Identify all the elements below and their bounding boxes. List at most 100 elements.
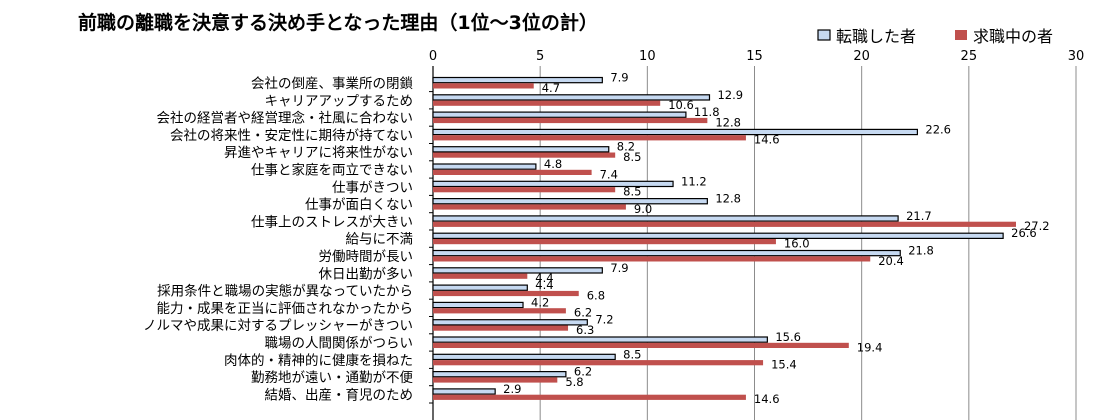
data-label-series-1: 4.8 <box>544 157 562 171</box>
x-tick-label: 0 <box>429 49 437 64</box>
data-label-series-2: 7.4 <box>600 167 618 181</box>
data-label-series-2: 27.2 <box>1024 219 1050 233</box>
bar-series-1 <box>432 371 567 378</box>
bar-series-1 <box>432 76 603 84</box>
category-label: 結婚、出産・育児のため <box>265 387 414 403</box>
data-label-series-1: 8.5 <box>623 347 641 361</box>
data-label-series-2: 15.4 <box>771 358 797 372</box>
category-label: 採用条件と職場の実態が異なっていたから <box>157 283 413 300</box>
data-label-series-1: 2.9 <box>503 382 521 396</box>
legend-swatch-series-1 <box>817 29 831 41</box>
bar-series-2 <box>433 169 592 175</box>
data-label-series-1: 21.7 <box>906 209 932 223</box>
data-label-series-1: 4.2 <box>531 295 549 309</box>
data-label-series-2: 8.5 <box>623 185 641 199</box>
bar-series-2 <box>433 187 616 193</box>
data-label-series-1: 15.6 <box>775 330 801 344</box>
bar-series-2 <box>433 152 616 158</box>
data-label-series-2: 4.7 <box>542 81 560 95</box>
x-tick-label: 5 <box>536 49 544 64</box>
bar-series-2 <box>433 100 661 106</box>
category-label: 昇進やキャリアに将来性がない <box>224 145 413 161</box>
legend-label-series-1: 転職した者 <box>836 27 916 46</box>
bar-series-2 <box>433 135 746 141</box>
data-label-series-1: 7.9 <box>610 71 628 85</box>
data-labels: 7.94.7 12.910.6 11.812.8 22.614.68.28.54.87… <box>503 71 1049 407</box>
bar-series-1 <box>432 94 711 101</box>
category-labels: 会社の倒産、事業所の閉鎖キャリアアップするため会社の経営者や経営理念・社風に合わ… <box>143 76 413 403</box>
category-label: 能力・成果を正当に評価されなかったから <box>157 301 414 317</box>
category-label: ノルマや成果に対するプレッシャーがきつい <box>143 318 413 334</box>
data-label-series-2: 6.8 <box>587 288 605 302</box>
category-label: 労働時間が長い <box>319 249 414 265</box>
x-tick-label: 15 <box>746 49 763 64</box>
legend: 転職した者 求職中の者 <box>817 27 1053 46</box>
chart-title: 前職の離職を決意する決め手となった理由（1位～3位の計） <box>78 11 598 34</box>
bar-series-2 <box>433 308 566 314</box>
data-label-series-2: 19.4 <box>857 340 883 354</box>
bar-series-2 <box>433 377 558 383</box>
bar-series-1 <box>432 198 708 205</box>
bar-series-1 <box>432 111 687 118</box>
x-tick-label: 10 <box>639 49 656 64</box>
bar-series-2 <box>433 273 528 279</box>
bar-series-2 <box>433 342 849 348</box>
data-label-series-2: 4.4 <box>535 271 553 285</box>
category-label: 肉体的・精神的に健康を損ねた <box>224 352 413 369</box>
bar-series-2 <box>433 290 579 297</box>
bar-series-2 <box>433 360 764 366</box>
data-label-series-2: 6.2 <box>574 306 592 320</box>
data-label-series-2: 9.0 <box>634 202 652 216</box>
bar-series-1 <box>432 128 918 136</box>
data-label-series-1: 11.8 <box>694 105 720 119</box>
category-label: 休日出勤が多い <box>319 265 414 282</box>
category-label: 給与に不満 <box>346 232 414 248</box>
bar-series-1 <box>432 301 524 309</box>
bar-series-1 <box>432 232 1004 239</box>
bar-series-2 <box>433 221 1016 227</box>
data-label-series-1: 6.2 <box>574 365 592 379</box>
category-label: 仕事がきつい <box>332 180 413 196</box>
legend-swatch-series-2 <box>955 30 967 40</box>
bar-series-1 <box>432 319 588 326</box>
data-label-series-1: 7.9 <box>610 261 628 275</box>
bar-series-2 <box>433 117 708 124</box>
data-label-series-1: 26.6 <box>1011 226 1037 240</box>
bar-series-1 <box>432 215 899 222</box>
bar-series-2 <box>433 239 776 245</box>
category-label: 会社の将来性・安定性に期待が持てない <box>170 128 413 144</box>
data-label-series-1: 8.2 <box>617 140 635 154</box>
data-label-series-2: 20.4 <box>878 254 904 268</box>
bar-series-1 <box>432 267 603 274</box>
gridlines <box>429 66 1077 420</box>
bars <box>432 76 1016 400</box>
bar-series-1 <box>432 146 610 153</box>
x-axis-ticks: 0 5 10 15 20 25 30 <box>429 49 1084 64</box>
data-label-series-1: 7.2 <box>595 313 613 327</box>
category-label: 仕事上のストレスが大きい <box>251 214 413 230</box>
data-label-series-1: 22.6 <box>925 122 951 136</box>
bar-series-1 <box>432 163 537 170</box>
data-label-series-2: 10.6 <box>668 98 694 112</box>
bar-series-1 <box>432 353 616 361</box>
category-label: 勤務地が遠い・通勤が不便 <box>251 370 413 386</box>
bar-series-1 <box>432 336 768 343</box>
data-label-series-2: 16.0 <box>784 237 810 251</box>
bar-series-2 <box>433 204 626 210</box>
data-label-series-2: 14.6 <box>754 133 780 147</box>
category-label: 会社の経営者や経営理念・社風に合わない <box>157 110 414 127</box>
data-label-series-2: 5.8 <box>565 375 583 389</box>
bar-series-1 <box>432 180 674 188</box>
data-label-series-2: 8.5 <box>623 150 641 164</box>
data-label-series-2: 14.6 <box>754 392 780 406</box>
bar-series-1 <box>432 284 528 291</box>
bar-series-2 <box>433 256 871 262</box>
data-label-series-2: 12.8 <box>715 115 741 129</box>
bar-series-2 <box>433 394 746 400</box>
x-tick-label: 20 <box>853 49 870 64</box>
data-label-series-2: 6.3 <box>576 323 594 337</box>
category-label: 仕事と家庭を両立できない <box>251 162 413 179</box>
bar-series-1 <box>432 249 901 257</box>
category-label: キャリアアップするため <box>265 93 414 109</box>
